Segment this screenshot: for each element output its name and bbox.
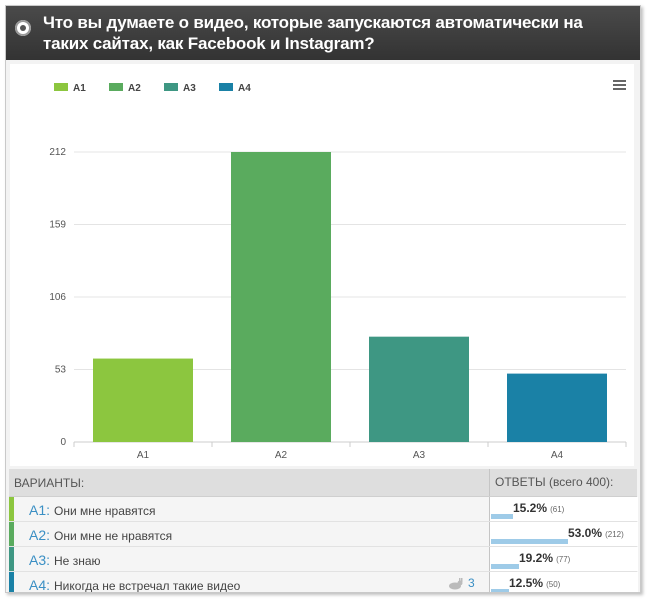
answer-text: Они мне нравятся — [54, 504, 156, 518]
vote-extra[interactable]: 3 — [446, 576, 475, 590]
bar-chart: A1 A2 A3 A4 0 53 106 159 212 A1 A2 A3 A4 — [49, 83, 627, 461]
results-header: ВАРИАНТЫ: ОТВЕТЫ (всего 400): — [9, 469, 637, 497]
answer-option: A3: Не знаю — [29, 552, 101, 568]
x-tick-label-a3: A3 — [413, 450, 426, 461]
percent-value: 12.5% — [509, 576, 544, 590]
results-table: ВАРИАНТЫ: ОТВЕТЫ (всего 400): A1: Они мне… — [9, 469, 638, 593]
percent-label: 12.5% (50) — [509, 576, 560, 590]
row-color-bar — [9, 547, 14, 571]
legend-label-a3: A3 — [183, 83, 196, 94]
radio-icon — [15, 20, 31, 36]
rabbit-icon — [449, 577, 463, 590]
answer-row-2: A2: Они мне не нравятся 53.0% (212) — [9, 522, 638, 547]
y-tick-label: 106 — [49, 292, 66, 303]
bar-a3 — [369, 336, 469, 442]
vote-count: (77) — [556, 555, 571, 564]
answer-result: 12.5% (50) — [489, 572, 638, 592]
answer-text: Не знаю — [54, 554, 101, 568]
extra-count: 3 — [468, 576, 475, 590]
x-tick-label-a2: A2 — [275, 450, 288, 461]
percent-bar — [491, 514, 514, 519]
percent-value: 53.0% — [568, 526, 603, 540]
legend-label-a1: A1 — [73, 83, 86, 94]
question-title: Что вы думаете о видео, которые запускаю… — [43, 13, 583, 53]
x-tick-label-a4: A4 — [551, 450, 564, 461]
percent-label: 53.0% (212) — [568, 526, 624, 540]
percent-value: 15.2% — [513, 501, 548, 515]
percent-label: 19.2% (77) — [519, 551, 570, 565]
legend-swatch-a4 — [219, 83, 233, 91]
legend-swatch-a2 — [109, 83, 123, 91]
answer-code: A2: — [29, 527, 51, 543]
answers-header: ОТВЕТЫ (всего 400): — [489, 469, 637, 496]
percent-bar — [491, 564, 520, 569]
percent-label: 15.2% (61) — [513, 501, 564, 515]
y-tick-label: 159 — [49, 220, 66, 231]
answer-option: A2: Они мне не нравятся — [29, 527, 172, 543]
row-color-bar — [9, 572, 14, 592]
answer-result: 53.0% (212) — [489, 522, 638, 546]
percent-value: 19.2% — [519, 551, 554, 565]
answer-code: A4: — [29, 577, 51, 593]
vote-count: (50) — [546, 580, 561, 589]
answer-row-3: A3: Не знаю 19.2% (77) — [9, 547, 638, 572]
answer-result: 19.2% (77) — [489, 547, 638, 571]
y-tick-label: 212 — [49, 147, 66, 158]
answer-result: 15.2% (61) — [489, 497, 638, 521]
legend-swatch-a1 — [54, 83, 68, 91]
bar-a1 — [93, 358, 193, 442]
answer-option: A1: Они мне нравятся — [29, 502, 155, 518]
row-color-bar — [9, 497, 14, 521]
answer-row-1: A1: Они мне нравятся 15.2% (61) — [9, 497, 638, 522]
chart-area: A1 A2 A3 A4 0 53 106 159 212 A1 A2 A3 A4 — [10, 64, 634, 466]
answer-row-4: A4: Никогда не встречал такие видео 3 12.5%… — [9, 572, 638, 593]
legend-label-a4: A4 — [238, 83, 251, 94]
poll-widget: Что вы думаете о видео, которые запускаю… — [5, 5, 641, 593]
answer-code: A1: — [29, 502, 51, 518]
question-header: Что вы думаете о видео, которые запускаю… — [6, 6, 640, 60]
bar-a4 — [507, 373, 607, 442]
vote-count: (61) — [550, 505, 565, 514]
answer-code: A3: — [29, 552, 51, 568]
menu-icon[interactable] — [613, 80, 626, 90]
row-color-bar — [9, 522, 14, 546]
percent-bar — [491, 589, 510, 592]
legend-label-a2: A2 — [128, 83, 141, 94]
percent-bar — [491, 539, 569, 544]
y-tick-label: 0 — [60, 437, 66, 448]
y-tick-label: 53 — [55, 365, 67, 376]
legend-swatch-a3 — [164, 83, 178, 91]
answer-text: Никогда не встречал такие видео — [54, 579, 241, 593]
answer-option: A4: Никогда не встречал такие видео — [29, 577, 241, 593]
bar-a2 — [231, 152, 331, 442]
vote-count: (212) — [605, 530, 624, 539]
variants-header: ВАРИАНТЫ: — [14, 476, 85, 490]
x-tick-label-a1: A1 — [137, 450, 150, 461]
answer-text: Они мне не нравятся — [54, 529, 173, 543]
